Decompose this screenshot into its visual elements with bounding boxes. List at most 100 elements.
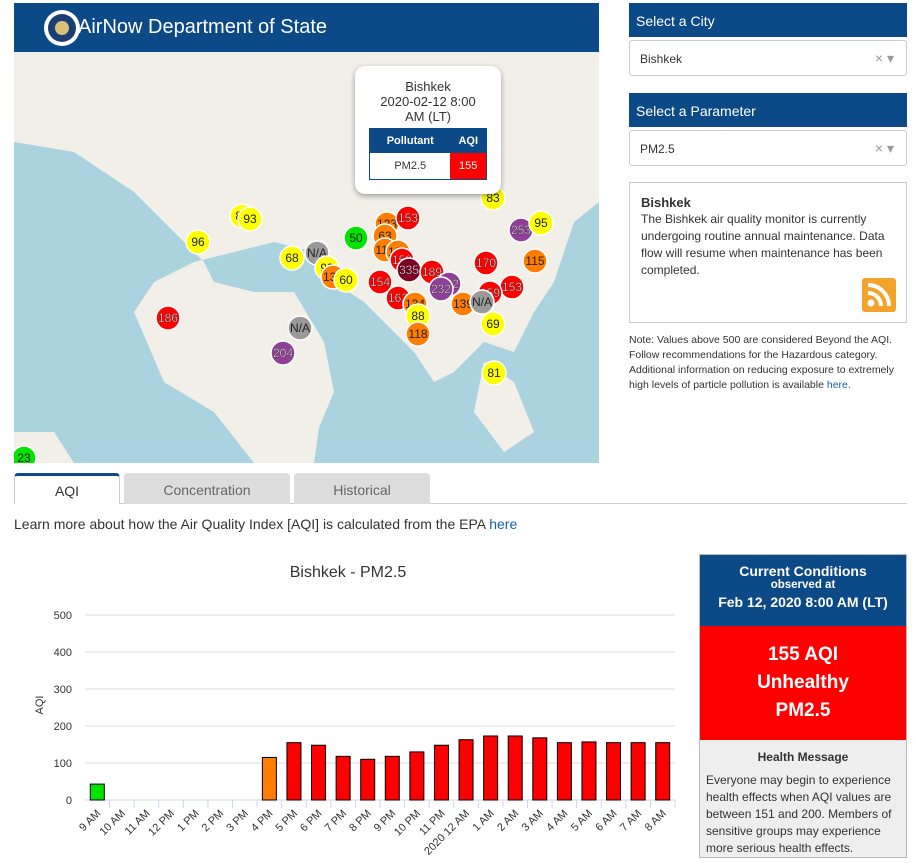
bar — [360, 758, 376, 801]
map-marker[interactable] — [270, 340, 296, 366]
map-marker-label: N/A — [472, 295, 492, 309]
map-marker-label: 335 — [399, 263, 419, 277]
tab-rule — [14, 503, 907, 504]
x-tick-label: 6 PM — [298, 808, 325, 835]
map-marker[interactable] — [185, 229, 211, 255]
y-axis-label: AQI — [34, 696, 46, 715]
x-tick-label: 7 AM — [618, 808, 644, 834]
city-value: Bishkek — [640, 52, 683, 66]
map-marker-label: 153 — [502, 280, 522, 294]
map-marker[interactable] — [473, 250, 499, 276]
map-marker[interactable] — [279, 245, 305, 271]
parameter-select[interactable]: PM2.5 × ▾ — [629, 130, 907, 166]
map-marker[interactable] — [14, 445, 37, 463]
conditions-title: Current Conditions — [739, 563, 867, 579]
bar — [630, 742, 646, 801]
bar — [556, 742, 572, 801]
tab[interactable]: Concentration — [124, 473, 290, 504]
conditions-time: Feb 12, 2020 8:00 AM (LT) — [718, 594, 888, 610]
map-marker-label: 83 — [486, 191, 500, 205]
learn: Learn more about how the Air Quality Ind… — [14, 516, 517, 532]
map-marker[interactable] — [469, 289, 495, 315]
map-marker-label: 170 — [476, 256, 496, 270]
map-marker-label: 23 — [17, 451, 31, 463]
map-marker-label: 153 — [398, 211, 418, 225]
popup-pollutant: PM2.5 — [394, 159, 427, 172]
map-marker[interactable] — [480, 311, 506, 337]
map-marker-label: N/A — [290, 321, 310, 335]
bar — [335, 755, 351, 801]
map-marker[interactable] — [155, 305, 181, 331]
conditions: Current Conditions observed at Feb 12, 2… — [699, 554, 907, 858]
map-marker[interactable] — [481, 360, 507, 386]
map-marker[interactable] — [237, 206, 263, 232]
parameter-label: Select a Parameter — [629, 93, 907, 127]
map-marker-label: 50 — [349, 231, 363, 245]
map-marker-label: 204 — [273, 346, 293, 360]
note-link[interactable]: here. — [826, 379, 851, 391]
x-tick-label: 5 AM — [569, 808, 595, 834]
tab[interactable]: Historical — [294, 473, 430, 504]
map-marker[interactable] — [367, 269, 393, 295]
map-marker-label: 81 — [487, 366, 501, 380]
x-tick-label: 7 PM — [323, 808, 350, 835]
bar — [433, 744, 449, 801]
bar — [655, 742, 671, 801]
map-marker-label: 189 — [422, 265, 442, 279]
bar — [483, 735, 499, 801]
chart-title: Bishkek - PM2.5 — [290, 564, 407, 581]
y-tick-label: 100 — [54, 758, 72, 770]
map-marker[interactable] — [428, 276, 454, 302]
map[interactable]: 89939668N/A509913760186N/A20412363153110… — [14, 52, 599, 463]
map-marker[interactable] — [287, 315, 313, 341]
bar — [311, 744, 327, 801]
map-marker-label: 232 — [431, 282, 451, 296]
bar — [532, 737, 548, 801]
map-marker[interactable] — [522, 248, 548, 274]
bar — [384, 755, 400, 801]
x-tick-label: 3 AM — [520, 808, 546, 834]
note-text: Note: Values above 500 are considered Be… — [629, 334, 894, 391]
parameter-value: PM2.5 — [640, 142, 675, 156]
x-tick-label: 10 AM — [97, 808, 128, 839]
tab[interactable]: AQI — [14, 473, 120, 504]
map-marker[interactable] — [343, 225, 369, 251]
bar — [458, 739, 474, 801]
x-tick-label: 2 AM — [495, 808, 521, 834]
map-marker-label: 88 — [411, 309, 425, 323]
x-tick-label: 4 PM — [249, 808, 276, 835]
map-marker-label: 95 — [534, 216, 548, 230]
x-tick-label: 5 PM — [273, 808, 300, 835]
conditions-aqi: 155 AQI — [767, 644, 839, 665]
health-title: Health Message — [757, 750, 849, 764]
conditions-head: Current Conditions observed at Feb 12, 2… — [700, 555, 906, 626]
header-title: AirNow Department of State — [78, 16, 327, 38]
x-tick-label: 8 AM — [643, 808, 669, 834]
map-marker[interactable] — [395, 205, 421, 231]
y-tick-label: 0 — [66, 795, 72, 807]
rss-icon[interactable] — [862, 278, 896, 312]
note: Note: Values above 500 are considered Be… — [629, 333, 911, 393]
x-tick-label: 3 PM — [224, 808, 251, 835]
learn-link[interactable]: here — [489, 516, 518, 532]
city-select[interactable]: Bishkek × ▾ — [629, 40, 907, 76]
popup-header: Pollutant — [386, 134, 434, 147]
y-tick-label: 300 — [54, 684, 72, 696]
seal — [44, 10, 80, 46]
popup: Bishkek 2020-02-12 8:00 AM (LT) Pollutan… — [355, 66, 501, 194]
x-tick-label: 1 AM — [471, 808, 497, 834]
map-marker[interactable] — [405, 321, 431, 347]
map-marker-label: 154 — [370, 275, 390, 289]
x-tick-label: 12 PM — [146, 808, 177, 839]
bar — [409, 751, 425, 801]
map-marker-label: 118 — [408, 327, 427, 341]
map-marker-label: 186 — [158, 311, 178, 325]
map-marker-label: 115 — [525, 254, 544, 268]
bar — [507, 735, 523, 801]
info-box: Bishkek The Bishkek air quality monitor … — [629, 182, 907, 323]
map-marker[interactable] — [528, 210, 554, 236]
map-marker[interactable] — [333, 267, 359, 293]
x-tick-label: 1 PM — [175, 808, 202, 835]
